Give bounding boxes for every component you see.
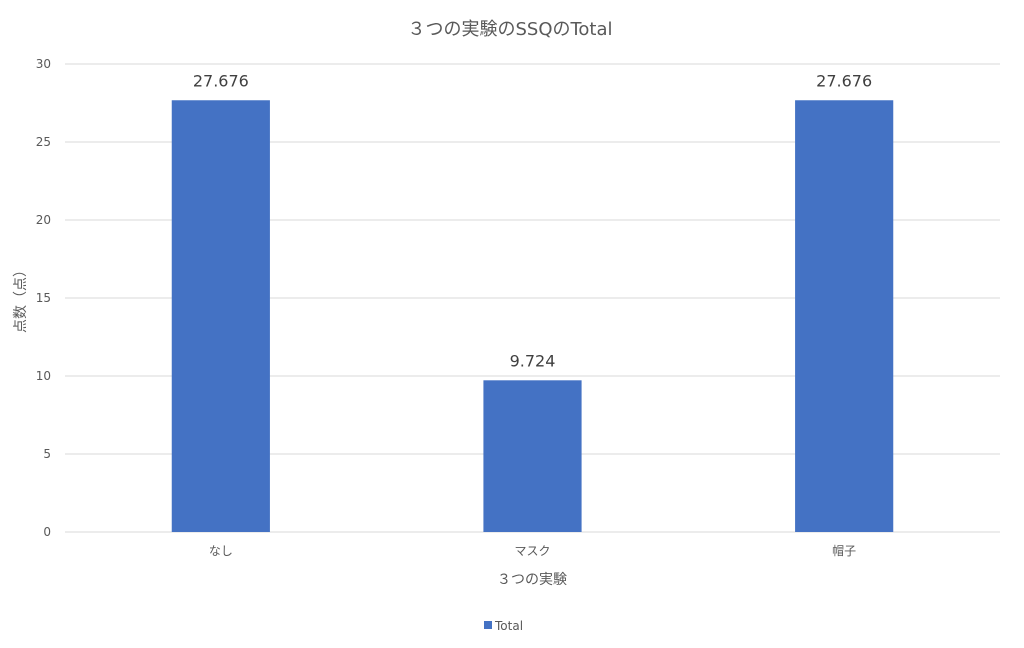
y-tick-label: 0 <box>43 525 51 539</box>
y-tick-label: 25 <box>36 135 51 149</box>
data-label: 27.676 <box>816 71 872 90</box>
bar <box>171 100 270 533</box>
y-axis-label: 点数（点） <box>13 263 29 333</box>
chart-title: ３つの実験のSSQのTotal <box>407 19 612 40</box>
legend-swatch-total <box>484 621 492 629</box>
y-axis-ticks: 0 5 10 15 20 25 30 <box>36 57 51 539</box>
x-tick-label: なし <box>209 544 233 558</box>
y-tick-label: 15 <box>36 291 51 305</box>
y-tick-label: 10 <box>36 369 51 383</box>
y-tick-label: 5 <box>43 447 51 461</box>
data-labels: 27.676 9.724 27.676 <box>193 71 872 370</box>
x-tick-label: 帽子 <box>832 543 856 558</box>
data-label: 27.676 <box>193 71 249 90</box>
x-tick-label: マスク <box>514 544 550 558</box>
y-tick-label: 30 <box>36 57 51 71</box>
bar <box>795 100 894 533</box>
legend: Total <box>484 619 523 633</box>
x-axis-label: ３つの実験 <box>497 572 567 588</box>
x-axis-ticks: なし マスク 帽子 <box>209 543 856 558</box>
bar <box>483 380 582 532</box>
data-label: 9.724 <box>510 351 556 370</box>
y-tick-label: 20 <box>36 213 51 227</box>
legend-label-total: Total <box>494 619 523 633</box>
bars <box>171 100 894 533</box>
